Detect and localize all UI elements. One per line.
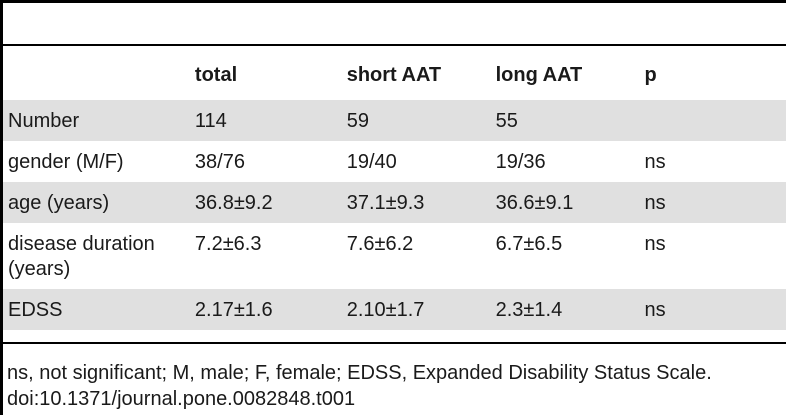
cell-total: 38/76 (194, 151, 245, 173)
row-label: EDSS (3, 289, 190, 330)
row-label: age (years) (3, 182, 190, 223)
header-cell-p: p (644, 63, 657, 86)
cell-p (639, 100, 786, 141)
table-row: EDSS 2.17±1.6 2.10±1.7 2.3±1.4 ns (3, 289, 786, 330)
cell-p: ns (644, 151, 666, 173)
cell-p: ns (639, 289, 786, 330)
cell-short-aat: 19/40 (346, 151, 397, 173)
cell-short-aat: 2.10±1.7 (341, 289, 491, 330)
cell-total: 114 (189, 100, 342, 141)
cell-total: 36.8±9.2 (189, 182, 342, 223)
table-row: age (years) 36.8±9.2 37.1±9.3 36.6±9.1 n… (3, 182, 786, 223)
title-rule (0, 44, 786, 46)
header-cell-total: total (194, 63, 238, 86)
cell-p: ns (639, 182, 786, 223)
table-row: gender (M/F) 38/76 19/40 19/36 ns (3, 141, 786, 182)
cell-total: 7.2±6.3 (194, 233, 262, 255)
header-row: total short AAT long AAT p (3, 50, 786, 100)
header-cell-short-aat: short AAT (346, 63, 442, 86)
row-label: disease duration (years) (8, 233, 155, 280)
cell-long-aat: 19/36 (495, 151, 546, 173)
top-rule (0, 0, 786, 3)
left-border (0, 0, 3, 415)
data-table: total short AAT long AAT p Number 114 59… (3, 50, 786, 330)
cell-long-aat: 2.3±1.4 (490, 289, 640, 330)
header-cell-label (3, 50, 190, 100)
cell-p: ns (644, 233, 666, 255)
cell-long-aat: 55 (490, 100, 640, 141)
footnote-doi: doi:10.1371/journal.pone.0082848.t001 (7, 388, 356, 410)
row-label: Number (3, 100, 190, 141)
footnote-abbreviations: ns, not significant; M, male; F, female;… (7, 362, 712, 384)
cell-long-aat: 36.6±9.1 (490, 182, 640, 223)
cell-total: 2.17±1.6 (189, 289, 342, 330)
header-cell-long-aat: long AAT (495, 63, 583, 86)
table-row: Number 114 59 55 (3, 100, 786, 141)
cell-short-aat: 59 (341, 100, 491, 141)
table-footnote: ns, not significant; M, male; F, female;… (7, 360, 782, 412)
cell-short-aat: 37.1±9.3 (341, 182, 491, 223)
cell-short-aat: 7.6±6.2 (346, 233, 414, 255)
cell-long-aat: 6.7±6.5 (495, 233, 563, 255)
table-row: disease duration (years) 7.2±6.3 7.6±6.2… (3, 223, 786, 289)
row-label: gender (M/F) (8, 151, 124, 173)
bottom-rule (0, 342, 786, 344)
